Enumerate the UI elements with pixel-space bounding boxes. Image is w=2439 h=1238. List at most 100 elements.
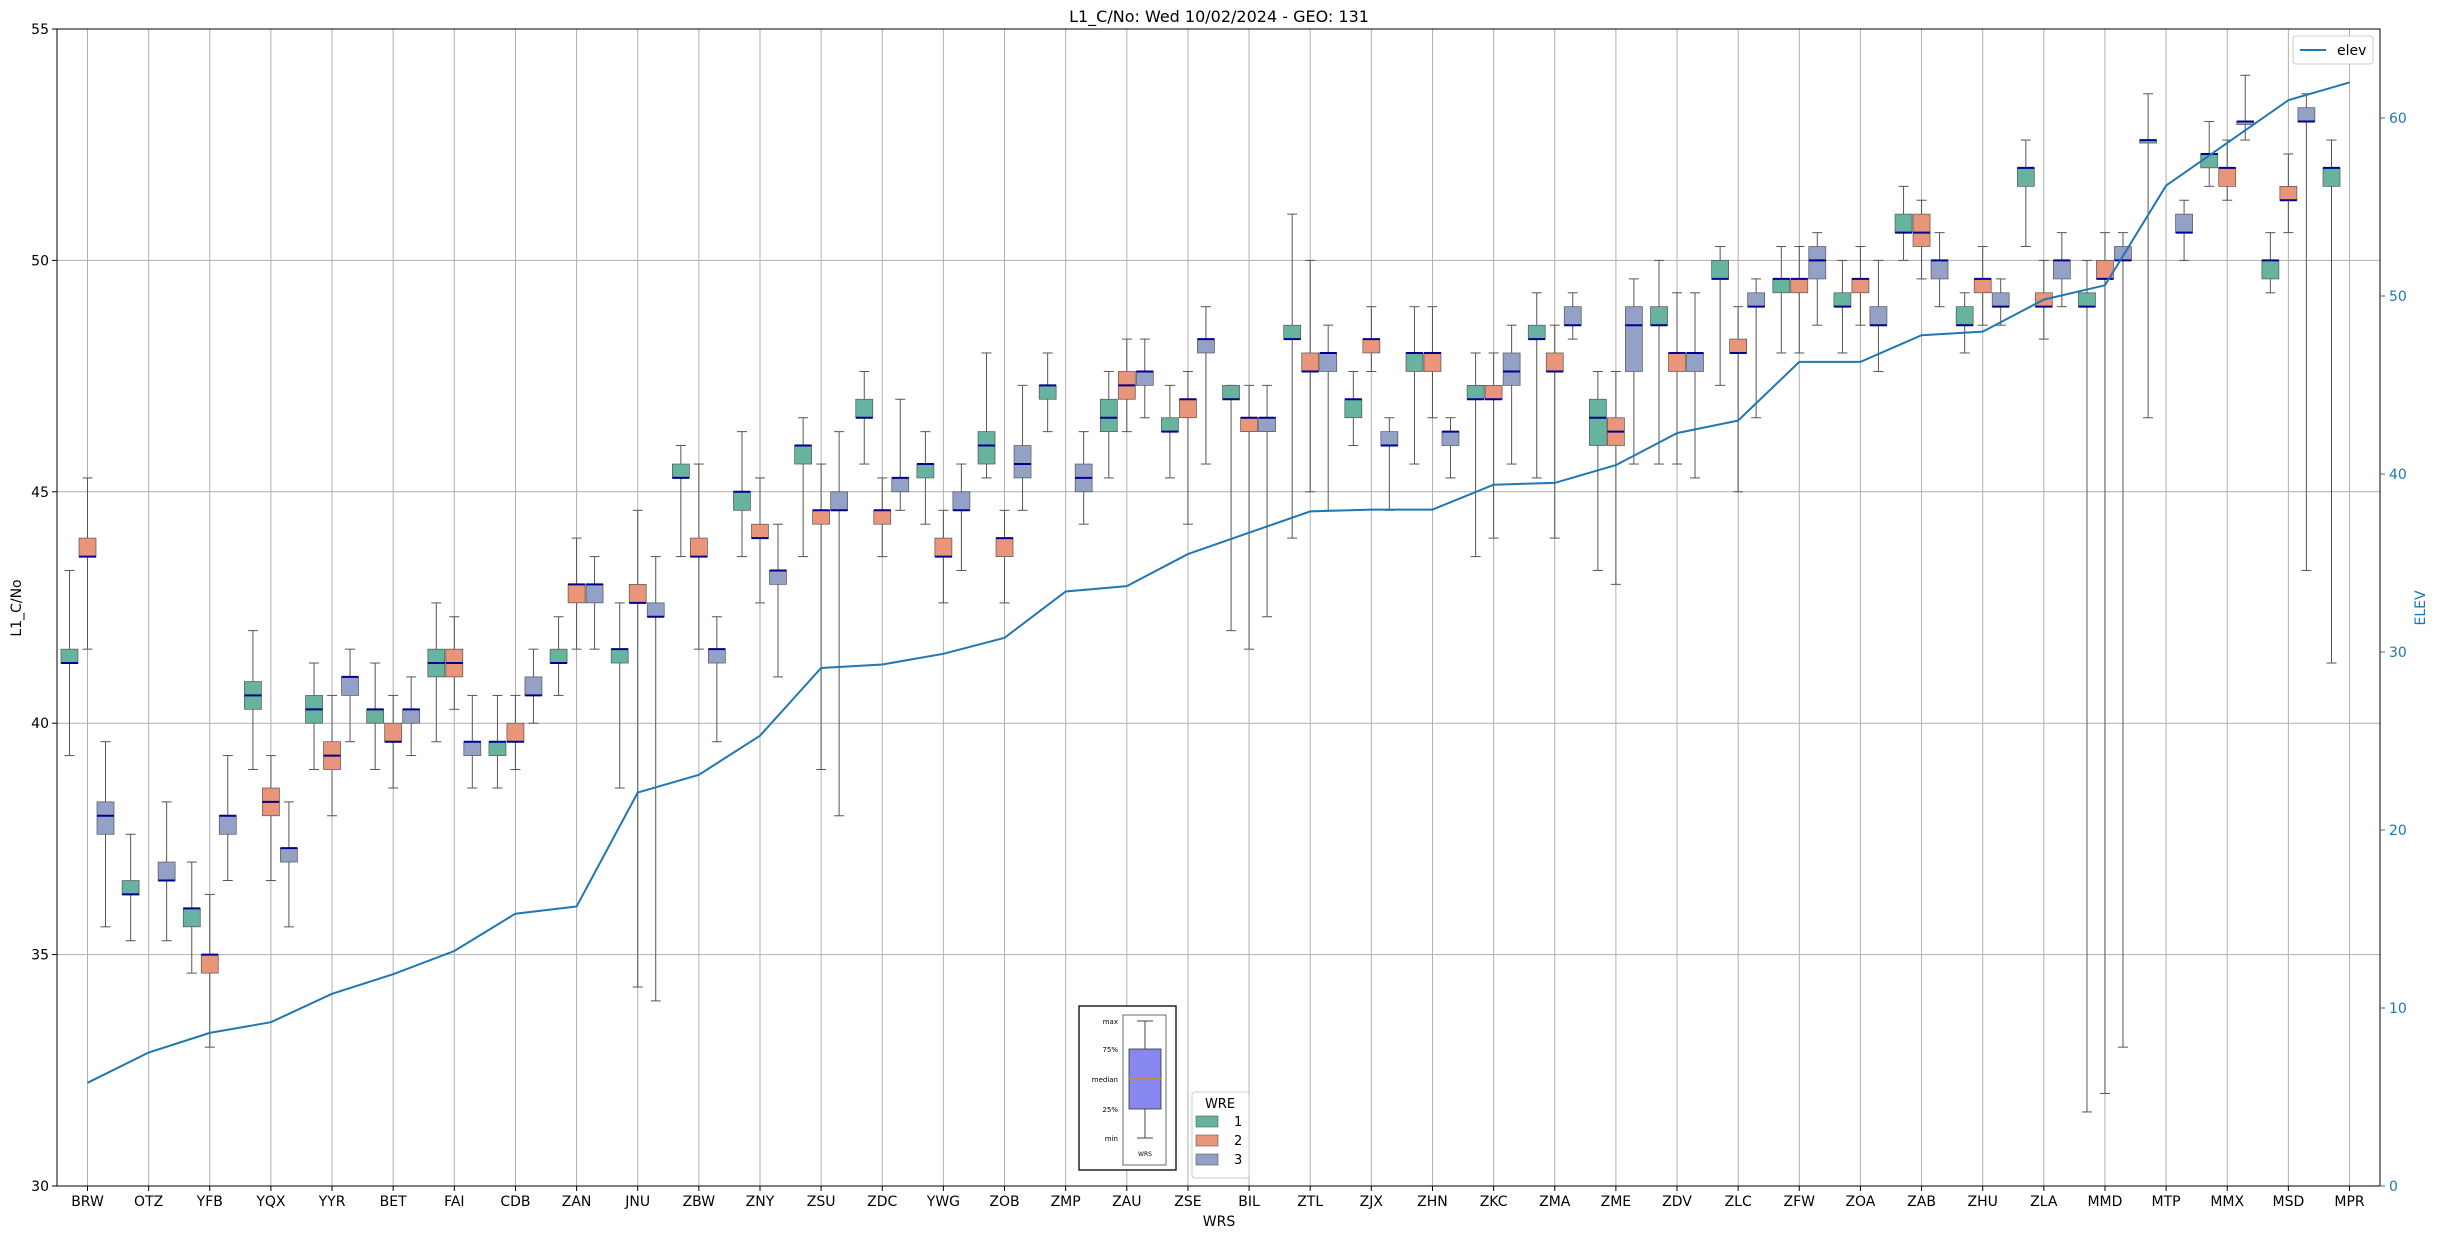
box-key-xlabel: WRS — [1138, 1151, 1152, 1158]
box-iqr — [873, 509, 892, 525]
box-wre-3 — [2052, 232, 2071, 308]
x-tick-label: ZFW — [1784, 1194, 1816, 1210]
box-iqr — [1013, 445, 1032, 479]
x-tick-label: ZAB — [1907, 1194, 1936, 1210]
elev-line-layer — [87, 81, 2350, 1084]
box-wre-2 — [873, 477, 892, 558]
box-wre-3 — [96, 741, 115, 928]
box-iqr — [506, 722, 525, 743]
wre-legend: WRE 1 2 3 — [1191, 1091, 1250, 1179]
box-key-label-q3: 75% — [1102, 1046, 1118, 1054]
box-wre-3 — [1319, 324, 1338, 511]
box-key-inset: max 75% median 25% min WRS — [1078, 1005, 1177, 1171]
box-iqr — [1729, 338, 1747, 354]
x-tick-label: MMX — [2210, 1194, 2244, 1210]
x-tick-label: MMD — [2087, 1194, 2122, 1210]
box-iqr — [121, 880, 140, 895]
box-iqr — [2261, 260, 2280, 280]
x-tick-label: ZOB — [989, 1194, 1019, 1210]
box-wre-2 — [1912, 199, 1931, 280]
x-tick-label: MTP — [2152, 1194, 2181, 1210]
plot-frame — [56, 28, 2381, 1187]
x-tick-label: ZBW — [683, 1194, 716, 1210]
box-iqr — [1362, 338, 1381, 354]
box-wre-3 — [1502, 324, 1521, 465]
box-iqr — [672, 463, 690, 479]
box-wre-3 — [1197, 306, 1215, 465]
box-plot-layer — [60, 74, 2341, 1113]
y2-tick-label: 50 — [2389, 289, 2407, 305]
x-tick-label: ZMP — [1051, 1194, 1081, 1210]
box-iqr — [1222, 385, 1240, 400]
box-wre-1 — [855, 370, 874, 465]
box-wre-1 — [2322, 139, 2341, 664]
elev-legend: elev — [2292, 35, 2374, 65]
x-tick-label: ZOA — [1845, 1194, 1875, 1210]
box-iqr — [1955, 306, 1974, 326]
box-wre-1 — [1344, 370, 1363, 447]
box-wre-1 — [1099, 370, 1118, 479]
x-tick-label: ZAN — [562, 1194, 592, 1210]
box-iqr — [157, 861, 176, 881]
box-key-label-max: max — [1103, 1018, 1118, 1026]
box-wre-3 — [341, 648, 359, 743]
x-tick-label: MPR — [2334, 1194, 2365, 1210]
x-tick-label: BET — [380, 1194, 407, 1210]
box-iqr — [690, 537, 708, 557]
box-iqr — [1930, 260, 1949, 280]
box-iqr — [1179, 398, 1197, 419]
box-wre-2 — [1179, 370, 1197, 525]
y2-tick-label: 20 — [2389, 823, 2407, 839]
box-wre-3 — [1135, 338, 1154, 419]
box-iqr — [1423, 352, 1442, 372]
box-wre-3 — [769, 523, 787, 678]
y2-tick-label: 10 — [2389, 1001, 2407, 1017]
box-wre-3 — [1013, 384, 1032, 511]
box-wre-2 — [2218, 139, 2237, 201]
box-wre-3 — [952, 463, 971, 571]
box-iqr — [1135, 371, 1154, 386]
box-wre-2 — [628, 509, 647, 988]
box-wre-1 — [1222, 384, 1240, 632]
box-iqr — [1991, 292, 2010, 308]
wre-legend-swatch-2 — [1195, 1134, 1219, 1147]
box-wre-3 — [646, 556, 665, 1002]
box-wre-1 — [1711, 246, 1729, 386]
box-wre-3 — [1258, 384, 1276, 618]
box-iqr — [1319, 352, 1338, 372]
box-iqr — [1869, 306, 1888, 326]
box-iqr — [2114, 246, 2132, 261]
box-iqr — [585, 584, 604, 604]
box-wre-1 — [60, 569, 79, 757]
box-iqr — [1650, 306, 1668, 326]
box-wre-3 — [1380, 417, 1399, 511]
box-wre-2 — [262, 755, 280, 882]
box-iqr — [708, 648, 726, 664]
box-wre-3 — [830, 431, 848, 817]
x-axis-label: WRS — [1203, 1214, 1236, 1230]
box-wre-2 — [1851, 246, 1870, 326]
box-wre-1 — [366, 662, 385, 770]
box-wre-1 — [1161, 384, 1179, 479]
box-wre-2 — [1729, 306, 1747, 493]
y2-axis-label: ELEV — [2413, 590, 2429, 625]
x-tick-label: ZNY — [746, 1194, 775, 1210]
box-iqr — [200, 954, 219, 974]
box-iqr — [1790, 278, 1809, 294]
box-wre-2 — [78, 477, 97, 650]
box-wre-2 — [2279, 153, 2298, 234]
box-iqr — [2322, 167, 2341, 187]
box-wre-1 — [1405, 306, 1424, 465]
x-tick-label: ZSU — [807, 1194, 836, 1210]
box-iqr — [1197, 338, 1215, 354]
x-tick-label: ZHU — [1968, 1194, 1998, 1210]
box-iqr — [1711, 260, 1729, 280]
x-tick-label: ZMA — [1539, 1194, 1571, 1210]
box-iqr — [524, 676, 543, 696]
box-wre-2 — [384, 694, 403, 789]
box-wre-2 — [1301, 259, 1320, 493]
y2-tick-label: 0 — [2389, 1179, 2398, 1195]
box-iqr — [628, 584, 647, 604]
box-wre-1 — [244, 630, 262, 770]
box-iqr — [488, 741, 507, 756]
